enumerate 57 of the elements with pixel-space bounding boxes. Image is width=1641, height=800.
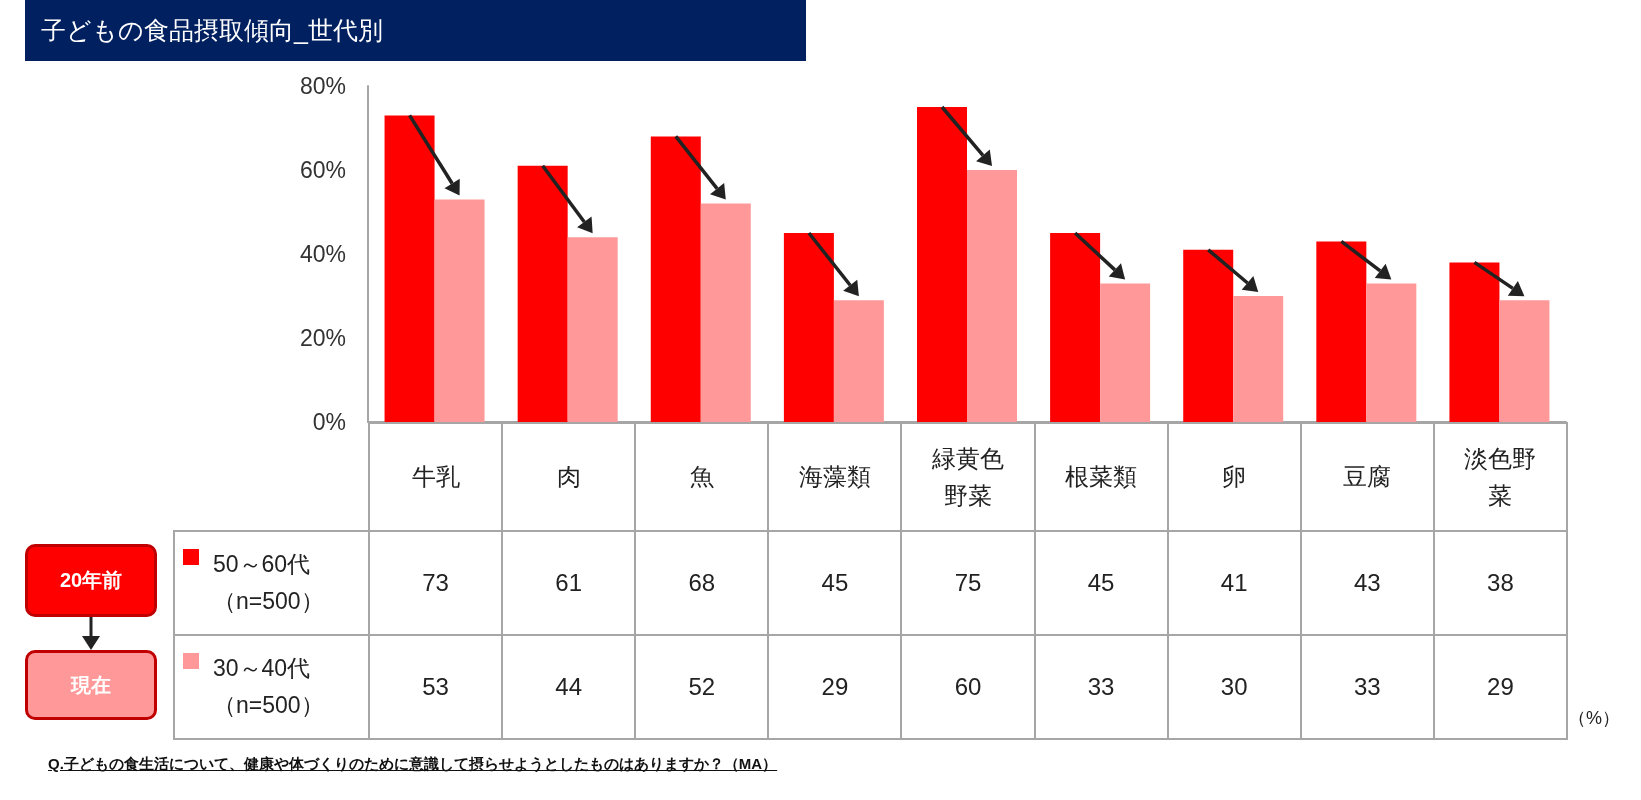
bar <box>700 203 751 422</box>
y-tick-label: 40% <box>299 241 346 267</box>
x-tick-label: 卵 <box>1222 462 1247 493</box>
bar <box>517 165 568 422</box>
data-label: 33 <box>1034 635 1168 739</box>
bar <box>1233 296 1284 422</box>
x-tick-label: 牛乳 <box>411 462 460 493</box>
data-label: 38 <box>1433 531 1567 635</box>
y-tick-label: 0% <box>312 409 346 435</box>
bar <box>917 107 967 422</box>
bar <box>1499 300 1550 422</box>
x-tick-label: 海藻類 <box>798 462 871 493</box>
x-tick-label: 淡色野菜 <box>1463 443 1538 511</box>
data-label: 73 <box>369 531 503 635</box>
y-tick-label: 80% <box>299 73 346 99</box>
data-label: 44 <box>502 635 636 739</box>
data-label: 29 <box>768 635 902 739</box>
bar <box>783 233 834 422</box>
x-tick-label: 肉 <box>556 462 581 493</box>
chart-title: 子どもの食品摂取傾向_世代別 <box>25 0 806 61</box>
data-label: 75 <box>901 531 1035 635</box>
y-tick-label: 20% <box>299 325 346 351</box>
text: Q.子どもの食生活について、健康や体づくりのために意識して摂らせようとしたものはありますか？（MA） <box>48 755 778 774</box>
data-label: 68 <box>635 531 769 635</box>
data-label: 33 <box>1300 635 1434 739</box>
bar <box>1050 233 1101 422</box>
data-label: 52 <box>635 635 769 739</box>
bar <box>434 199 485 422</box>
bar <box>1449 262 1500 422</box>
text: （%） <box>1568 707 1621 730</box>
text: 20年前 <box>25 544 157 617</box>
x-tick-label: 緑黄色野菜 <box>931 443 1005 511</box>
x-tick-label: 豆腐 <box>1343 462 1392 493</box>
bar <box>384 115 435 422</box>
legend-label: 50～60代（n=500） <box>213 550 325 616</box>
data-label: 61 <box>502 531 636 635</box>
bar <box>1100 283 1151 422</box>
data-label: 45 <box>768 531 902 635</box>
text: 現在 <box>25 650 157 720</box>
bar <box>1366 283 1417 422</box>
bar <box>967 170 1017 422</box>
bar <box>567 237 618 422</box>
x-tick-label: 根菜類 <box>1065 462 1138 493</box>
data-label: 30 <box>1167 635 1301 739</box>
data-label: 29 <box>1433 635 1567 739</box>
data-label: 53 <box>369 635 503 739</box>
data-label: 43 <box>1300 531 1434 635</box>
data-label: 45 <box>1034 531 1168 635</box>
bar <box>1316 241 1367 422</box>
y-tick-label: 60% <box>299 157 346 183</box>
data-label: 60 <box>901 635 1035 739</box>
bar <box>833 300 884 422</box>
data-label: 41 <box>1167 531 1301 635</box>
x-tick-label: 魚 <box>689 462 714 493</box>
bar <box>1183 249 1234 422</box>
bar <box>650 136 701 422</box>
legend-label: 30～40代（n=500） <box>213 654 325 720</box>
